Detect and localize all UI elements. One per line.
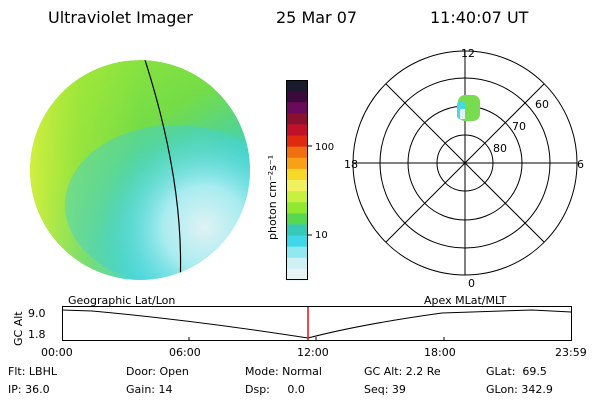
colorbar-segment xyxy=(286,224,308,237)
observation-date: 25 Mar 07 xyxy=(276,8,358,27)
auroral-patch xyxy=(457,95,480,121)
colorbar-segment xyxy=(286,202,308,214)
status-ip: IP: 36.0 xyxy=(8,383,50,396)
mlt-label-12: 12 xyxy=(461,47,475,60)
status-gain: Gain: 14 xyxy=(126,383,173,396)
mlt-label-18: 18 xyxy=(344,158,358,171)
status-seq: Seq: 39 xyxy=(364,383,406,396)
instrument-title: Ultraviolet Imager xyxy=(48,8,193,27)
timeline-xtick-1800: 18:00 xyxy=(424,346,456,359)
status-filter: Flt: LBHL xyxy=(8,365,57,378)
colorbar-segment xyxy=(286,124,308,137)
colorbar-tick-100: 100 xyxy=(315,142,335,153)
colorbar-segment xyxy=(286,180,308,192)
lat-label-70: 70 xyxy=(512,120,526,133)
timeline-xtick-2359: 23:59 xyxy=(555,346,587,359)
colorbar-segment xyxy=(286,168,308,181)
lat-label-60: 60 xyxy=(535,98,549,111)
timeline-altitude-plot xyxy=(61,306,572,341)
colorbar xyxy=(286,80,312,281)
status-dsp: Dsp: 0.0 xyxy=(245,383,305,396)
colorbar-segment xyxy=(286,157,308,170)
status-mode: Mode: Normal xyxy=(245,365,322,378)
status-glat: GLat: 69.5 xyxy=(486,365,547,378)
mlt-label-0: 0 xyxy=(468,277,475,290)
colorbar-segment xyxy=(286,146,308,159)
colorbar-segment xyxy=(286,268,308,281)
timeline-y-axis-label: GC Alt xyxy=(12,311,25,346)
polar-mlt-plot xyxy=(352,50,578,276)
colorbar-segment xyxy=(286,235,308,248)
colorbar-segment xyxy=(286,102,308,114)
colorbar-segment xyxy=(286,257,308,270)
colorbar-segment xyxy=(286,246,308,259)
status-glon: GLon: 342.9 xyxy=(486,383,553,396)
colorbar-segment xyxy=(286,191,308,203)
timeline-ytick-high: 9.0 xyxy=(28,307,46,320)
geographic-label: Geographic Lat/Lon xyxy=(68,294,176,307)
mlt-label-6: 6 xyxy=(577,158,584,171)
colorbar-label: photon cm⁻²s⁻¹ xyxy=(266,154,279,240)
status-door: Door: Open xyxy=(126,365,189,378)
colorbar-segment xyxy=(286,213,308,226)
colorbar-tick-10: 10 xyxy=(315,230,328,241)
colorbar-segment xyxy=(286,135,308,148)
colorbar-segment xyxy=(286,113,308,126)
timeline-xtick-0600: 06:00 xyxy=(169,346,201,359)
apex-label: Apex MLat/MLT xyxy=(424,294,507,307)
lat-label-80: 80 xyxy=(493,142,507,155)
timeline-ytick-low: 1.8 xyxy=(28,328,46,341)
observation-time: 11:40:07 UT xyxy=(430,8,529,27)
timeline-xtick-1200: 12:00 xyxy=(297,346,329,359)
status-gc-alt: GC Alt: 2.2 Re xyxy=(364,365,441,378)
timeline-xtick-0000: 00:00 xyxy=(41,346,73,359)
geographic-disk-image xyxy=(30,60,250,280)
colorbar-segment xyxy=(286,80,308,92)
colorbar-segment xyxy=(286,91,308,103)
